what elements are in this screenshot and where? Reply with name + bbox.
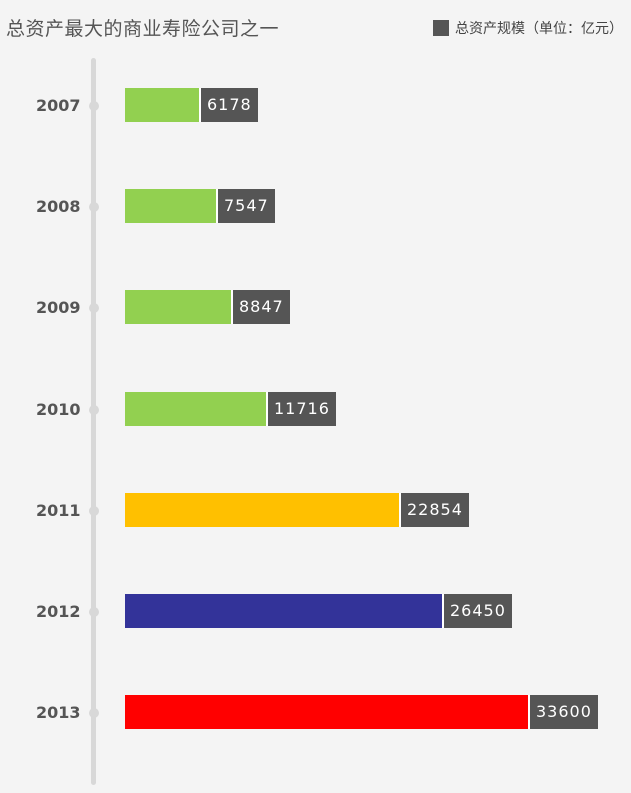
bar — [125, 88, 199, 122]
year-label: 2012 — [36, 602, 81, 621]
bar-row: 2013 33600 — [0, 695, 631, 731]
year-label: 2007 — [36, 96, 81, 115]
value-label: 8847 — [231, 290, 290, 324]
value-label: 11716 — [266, 392, 336, 426]
legend-label: 总资产规模（单位：亿元） — [455, 21, 623, 37]
bar-row: 2012 26450 — [0, 594, 631, 630]
value-label: 22854 — [399, 493, 469, 527]
timeline-line — [91, 58, 96, 785]
bar — [125, 392, 266, 426]
timeline-dot — [89, 202, 99, 212]
bar-row: 2007 6178 — [0, 88, 631, 124]
timeline-dot — [89, 607, 99, 617]
year-label: 2011 — [36, 501, 81, 520]
bar-row: 2011 22854 — [0, 493, 631, 529]
year-label: 2008 — [36, 197, 81, 216]
bar — [125, 594, 442, 628]
bar — [125, 189, 216, 223]
bar — [125, 695, 528, 729]
bar-row: 2008 7547 — [0, 189, 631, 225]
bar — [125, 290, 231, 324]
timeline-dot — [89, 405, 99, 415]
value-label: 7547 — [216, 189, 275, 223]
value-label: 6178 — [199, 88, 258, 122]
value-label: 33600 — [528, 695, 598, 729]
year-label: 2013 — [36, 703, 81, 722]
year-label: 2010 — [36, 400, 81, 419]
bar-row: 2009 8847 — [0, 290, 631, 326]
timeline-dot — [89, 708, 99, 718]
legend: 总资产规模（单位：亿元） — [433, 18, 623, 38]
bar — [125, 493, 399, 527]
year-label: 2009 — [36, 298, 81, 317]
timeline-dot — [89, 506, 99, 516]
bar-row: 2010 11716 — [0, 392, 631, 428]
timeline-dot — [89, 101, 99, 111]
legend-swatch — [433, 20, 449, 36]
chart-title: 总资产最大的商业寿险公司之一 — [6, 18, 280, 40]
value-label: 26450 — [442, 594, 512, 628]
timeline-dot — [89, 303, 99, 313]
